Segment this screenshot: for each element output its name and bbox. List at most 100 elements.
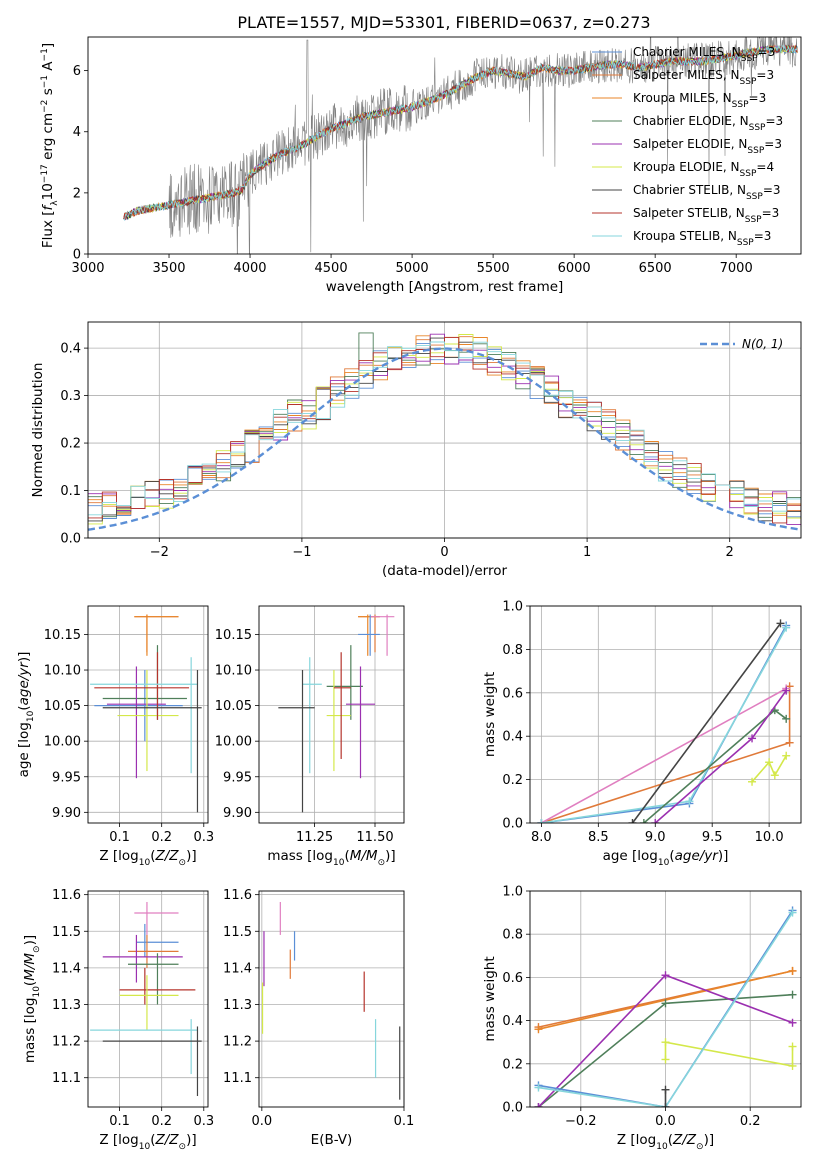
y-axis-label-part: −1 xyxy=(40,48,50,61)
x-axis-label: (data-model)/error xyxy=(382,563,508,579)
x-tick-label: 10.0 xyxy=(755,830,784,845)
weight_vs_age-plot-area xyxy=(537,619,794,823)
x-axis-label-part: log xyxy=(118,1132,139,1148)
y-axis-label-part: )] xyxy=(22,935,38,946)
axes-frame xyxy=(87,605,209,824)
x-axis-label: age [log10(age/yr)] xyxy=(603,848,729,868)
y-tick-label: 0.0 xyxy=(502,817,523,832)
mass_vs_ebv-panel: 0.0 0.1 11.1 11.2 11.3 11.4 11.5 11.6 E(B-V) xyxy=(223,888,414,1148)
legend-label: Salpeter ELODIE, NSSP=3 xyxy=(633,137,782,156)
x-tick-label: 0.2 xyxy=(740,1114,761,1129)
x-tick-label: −2 xyxy=(150,545,169,560)
x-axis-label-part: Z/Z xyxy=(155,1132,180,1148)
y-tick-label: 0.4 xyxy=(502,730,523,745)
legend-label: Kroupa ELODIE, NSSP=4 xyxy=(633,160,774,179)
x-axis-label-part: Z [ xyxy=(99,848,118,864)
legend-label-suffix: =3 xyxy=(756,68,774,82)
x-axis-label-part: )] xyxy=(718,848,729,864)
x-tick-label: 7000 xyxy=(720,261,753,276)
y-axis-label-part: −17 xyxy=(40,164,50,183)
y-axis-label-part: mass weight xyxy=(482,672,498,757)
y-tick-label: 11.3 xyxy=(223,998,252,1013)
y-tick-label: 1.0 xyxy=(502,600,523,615)
y-axis-label: Normed distribution xyxy=(30,363,46,498)
x-axis-label-part: ⊙ xyxy=(179,858,187,868)
y-tick-label: 0.6 xyxy=(502,686,523,701)
x-tick-label: 2 xyxy=(726,545,734,560)
x-tick-label: 1 xyxy=(583,545,591,560)
x-axis-label-part: ( xyxy=(668,1132,673,1148)
x-tick-label: 0.0 xyxy=(655,1114,676,1129)
y-tick-label: 11.3 xyxy=(52,998,81,1013)
y-axis-label: mass weight xyxy=(482,672,498,757)
x-tick-label: 8.0 xyxy=(531,830,552,845)
y-axis-label: Flux [fλ10−17 erg cm−2 s−1 A−1] xyxy=(40,43,60,248)
x-axis-label-part: M/M xyxy=(350,848,378,864)
model-spectrum-line xyxy=(123,44,798,222)
axes-frame xyxy=(87,890,209,1108)
axes-frame xyxy=(258,605,405,824)
y-axis-label-part: ( xyxy=(22,981,38,986)
legend-label-suffix: =3 xyxy=(765,114,783,128)
y-tick-label: 11.6 xyxy=(52,888,81,903)
weight_vs_age-panel: 8.0 8.5 9.0 9.5 10.0 0.0 0.2 0.4 0.6 0.8 1.0 age [l… xyxy=(482,600,802,868)
x-tick-label: 4000 xyxy=(233,261,266,276)
y-axis-label-part: erg cm xyxy=(40,113,56,164)
y-tick-label: 4 xyxy=(73,125,81,140)
age_vs_Z-panel: 0.1 0.2 0.3 9.90 9.95 10.00 10.05 10.10 10.15 Z [… xyxy=(16,605,214,868)
x-tick-label: 0.3 xyxy=(193,830,214,845)
legend-label-text: Kroupa MILES, N xyxy=(633,91,732,105)
legend-label: Salpeter STELIB, NSSP=3 xyxy=(633,206,779,225)
y-tick-label: 0.8 xyxy=(502,928,523,943)
y-axis-label-part: s xyxy=(40,88,56,99)
y-tick-label: 0.8 xyxy=(502,643,523,658)
x-tick-label: 0.2 xyxy=(151,830,172,845)
y-axis-label-part: 10 xyxy=(40,183,56,200)
y-tick-label: 1.0 xyxy=(502,885,523,900)
y-axis-label-part: λ xyxy=(50,200,60,206)
legend-label-suffix: =4 xyxy=(756,160,774,174)
x-tick-label: 9.5 xyxy=(702,830,723,845)
legend-label-text: Kroupa ELODIE, N xyxy=(633,160,740,174)
x-tick-label: 0 xyxy=(440,545,448,560)
x-tick-label: 9.0 xyxy=(645,830,666,845)
mass-weight-series-line xyxy=(541,627,787,823)
x-tick-label: 0.2 xyxy=(151,1114,172,1129)
legend-label-sub: SSP xyxy=(740,77,757,87)
y-tick-label: 10.15 xyxy=(215,628,252,643)
y-axis-label: mass [log10(M/M⊙)] xyxy=(22,935,42,1063)
x-axis-label-part: 10 xyxy=(656,1142,668,1152)
y-axis-label-part: 10 xyxy=(32,986,42,998)
y-axis-label-part: 10 xyxy=(26,710,36,722)
y-axis-label-part: mass weight xyxy=(482,956,498,1041)
legend-label-suffix: =3 xyxy=(764,137,782,151)
x-axis-label-part: )] xyxy=(385,848,396,864)
x-tick-label: 5000 xyxy=(396,261,429,276)
spectrum-panel: 3000 3500 4000 4500 5000 5500 6000 6500 7000 0 2 4 6… xyxy=(40,36,802,295)
x-axis-label-part: age [log xyxy=(603,848,658,864)
y-tick-label: 11.1 xyxy=(52,1071,81,1086)
y-tick-label: 11.4 xyxy=(223,961,252,976)
y-axis-label-part: A xyxy=(40,61,56,75)
age_vs_mass-panel: 11.25 11.50 9.90 9.95 10.00 10.05 10.10 10.15 ma… xyxy=(215,605,405,868)
x-tick-label: 0.0 xyxy=(251,1114,272,1129)
y-tick-label: 6 xyxy=(73,64,81,79)
legend-label: Chabrier STELIB, NSSP=3 xyxy=(633,183,781,202)
y-axis-label-part: Normed distribution xyxy=(30,363,46,498)
age_vs_Z-plot-area xyxy=(90,614,202,813)
y-tick-label: 2 xyxy=(73,186,81,201)
x-tick-label: 0.1 xyxy=(109,1114,130,1129)
x-axis-label: Z [log10(Z/Z⊙)] xyxy=(99,1132,196,1152)
legend-label-suffix: =3 xyxy=(758,45,776,59)
y-tick-label: 10.10 xyxy=(215,664,252,679)
legend-label-sub: SSP xyxy=(741,54,758,64)
y-tick-label: 0.0 xyxy=(502,1101,523,1116)
legend-label-suffix: =3 xyxy=(763,183,781,197)
mass-weight-series-line xyxy=(631,622,782,823)
legend-label-sub: SSP xyxy=(732,100,749,110)
legend-label: Chabrier ELODIE, NSSP=3 xyxy=(633,114,783,133)
y-axis-label-part: mass [log xyxy=(22,998,38,1064)
x-axis-label-part: (data-model)/error xyxy=(382,563,508,579)
y-tick-label: 9.90 xyxy=(52,806,81,821)
